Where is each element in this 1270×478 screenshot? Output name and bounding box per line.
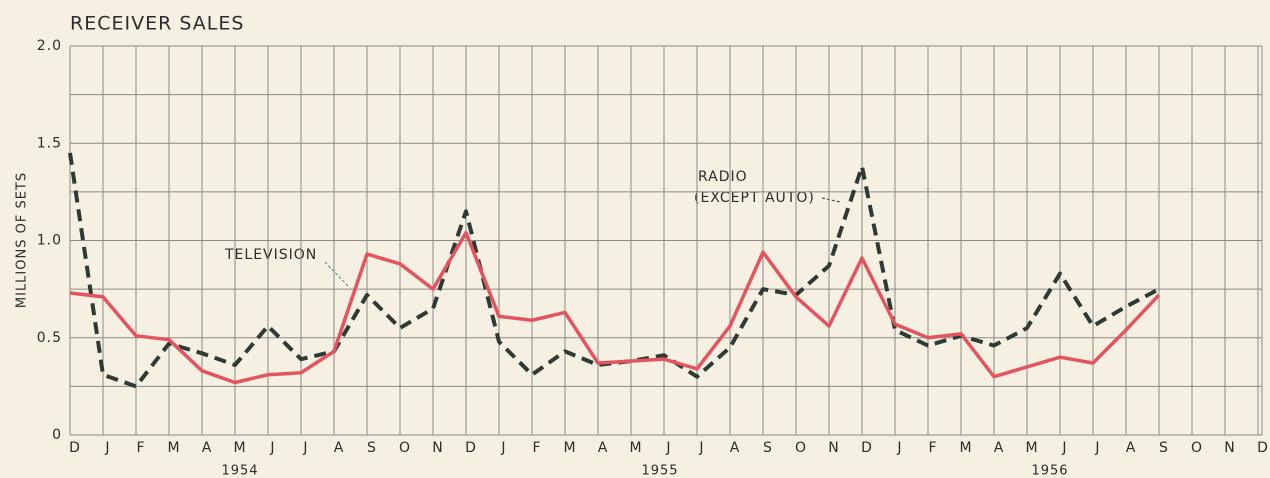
x-tick-label: D: [861, 440, 873, 456]
series-line: [68, 152, 1160, 389]
leader-line: [821, 197, 841, 203]
annotation: (EXCEPT AUTO): [694, 190, 815, 206]
x-tick-label: F: [532, 440, 541, 456]
leader-line: [324, 261, 349, 287]
annotation: RADIO: [698, 169, 748, 185]
x-tick-label: J: [269, 440, 275, 456]
y-tick-label: 0.5: [37, 330, 62, 346]
x-tick-label: A: [202, 440, 213, 456]
year-label: 1956: [1031, 464, 1068, 478]
x-tick-label: O: [399, 440, 411, 456]
x-tick-label: M: [1025, 440, 1038, 456]
x-tick-label: D: [69, 440, 81, 456]
x-tick-label: J: [896, 440, 902, 456]
x-tick-label: J: [1094, 440, 1100, 456]
x-tick-label: M: [629, 440, 642, 456]
x-tick-label: A: [1126, 440, 1137, 456]
x-tick-label: J: [1061, 440, 1067, 456]
x-tick-label: S: [1159, 440, 1169, 456]
x-tick-label: M: [233, 440, 246, 456]
x-tick-label: A: [730, 440, 741, 456]
y-axis-label: MILLIONS OF SETS: [15, 172, 30, 308]
x-tick-label: J: [104, 440, 110, 456]
x-tick-label: J: [500, 440, 506, 456]
x-tick-label: J: [302, 440, 308, 456]
x-tick-label: D: [1257, 440, 1269, 456]
y-tick-label: 2.0: [37, 38, 62, 54]
x-tick-label: J: [665, 440, 671, 456]
x-tick-label: M: [167, 440, 180, 456]
x-tick-label: N: [432, 440, 443, 456]
y-tick-label: 1.0: [37, 233, 62, 249]
x-tick-label: A: [994, 440, 1005, 456]
x-tick-label: O: [1191, 440, 1203, 456]
x-tick-label: A: [334, 440, 345, 456]
x-tick-label: M: [959, 440, 972, 456]
x-tick-label: S: [367, 440, 377, 456]
year-label: 1954: [221, 464, 258, 478]
year-label: 1955: [641, 464, 678, 478]
x-tick-label: F: [928, 440, 937, 456]
x-tick-label: M: [563, 440, 576, 456]
y-tick-label: 0: [52, 427, 62, 443]
x-tick-label: A: [598, 440, 609, 456]
series-line: [69, 230, 1161, 385]
x-tick-label: O: [795, 440, 807, 456]
x-tick-label: D: [465, 440, 477, 456]
x-tick-label: F: [136, 440, 145, 456]
x-tick-label: N: [1224, 440, 1235, 456]
annotation: TELEVISION: [224, 247, 317, 263]
x-tick-label: S: [763, 440, 773, 456]
chart-title: RECEIVER SALES: [70, 13, 244, 35]
y-tick-label: 1.5: [37, 135, 62, 151]
x-tick-label: J: [698, 440, 704, 456]
x-tick-label: N: [828, 440, 839, 456]
